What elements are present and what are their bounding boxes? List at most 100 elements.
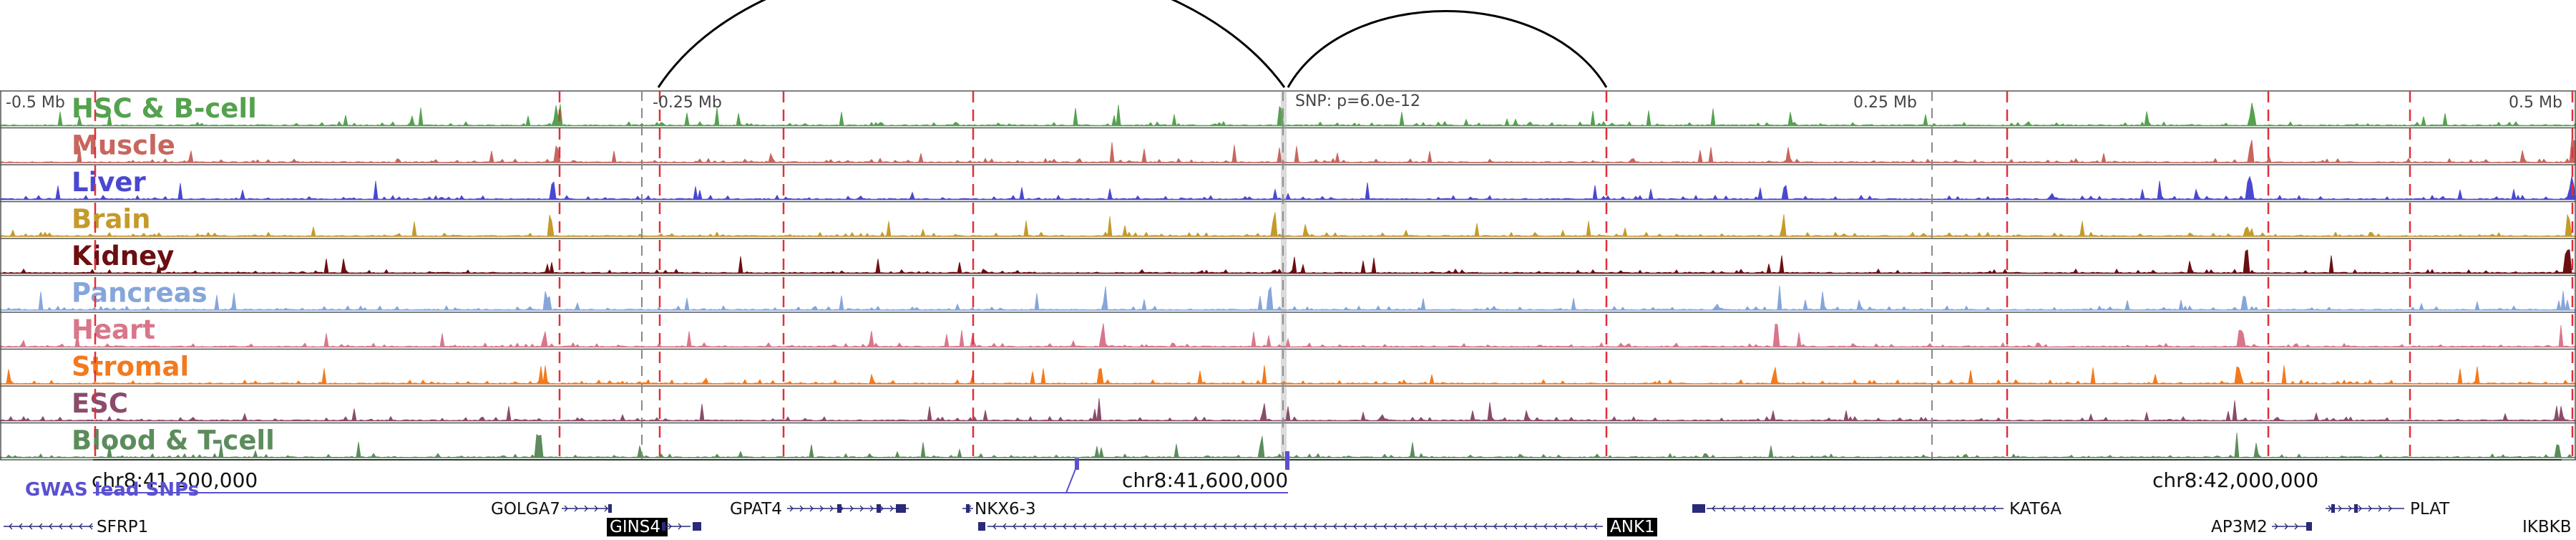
strand-arrow — [1473, 523, 1478, 530]
strand-arrow — [1822, 505, 1826, 512]
strand-arrow — [1233, 523, 1237, 530]
track-label: HSC & B-cell — [72, 93, 257, 124]
strand-arrow — [1423, 523, 1428, 530]
strand-arrow — [1932, 505, 1936, 512]
strand-arrow — [1143, 523, 1147, 530]
strand-arrow — [1203, 523, 1207, 530]
track-9: ESC — [0, 385, 2576, 422]
strand-arrow — [1762, 505, 1766, 512]
strand-arrow — [1363, 523, 1367, 530]
track-label: Heart — [72, 314, 155, 345]
strand-arrow — [1043, 523, 1047, 530]
loop-arc-2 — [1287, 10, 1608, 88]
strand-arrow — [89, 523, 93, 530]
track-6: Pancreas — [0, 274, 2576, 311]
snp-highlight-band — [1281, 91, 1287, 460]
strand-arrow — [1323, 523, 1327, 530]
gene-label: GPAT4 — [730, 500, 782, 519]
strand-arrow — [1063, 523, 1067, 530]
strand-arrow — [1253, 523, 1257, 530]
strand-arrow — [1163, 523, 1167, 530]
strand-arrow — [1902, 505, 1906, 512]
strand-arrow — [29, 523, 33, 530]
strand-arrow — [889, 505, 894, 512]
strand-arrow — [49, 523, 53, 530]
strand-arrow — [1882, 505, 1886, 512]
strand-arrow — [1083, 523, 1087, 530]
strand-arrow — [1263, 523, 1267, 530]
track-signal — [0, 175, 2576, 201]
tracks-panel: HSC & B-cell Muscle Liver Brain Kidney Pancre… — [0, 90, 2576, 461]
strand-arrow — [69, 523, 73, 530]
strand-arrow — [1503, 523, 1508, 530]
strand-arrow — [79, 523, 83, 530]
strand-arrow — [1842, 505, 1846, 512]
track-label: Stromal — [72, 352, 189, 382]
gwas-snp-marker-2 — [1285, 451, 1289, 470]
gene-label: IKBKB — [2522, 518, 2572, 536]
gwas-snp-pointer — [1065, 465, 1078, 493]
strand-arrow — [1353, 523, 1357, 530]
track-8: Stromal — [0, 348, 2576, 385]
gene-label: NKX6-3 — [975, 500, 1036, 519]
track-signal — [0, 249, 2576, 274]
exon — [877, 504, 881, 513]
strand-arrow — [1273, 523, 1277, 530]
strand-arrow — [564, 505, 568, 512]
track-signal — [0, 212, 2576, 237]
strand-arrow — [1303, 523, 1307, 530]
loop-arc-1 — [657, 0, 1286, 88]
gene-label: GOLGA7 — [491, 500, 560, 519]
strand-arrow — [604, 505, 608, 512]
strand-arrow — [1792, 505, 1796, 512]
track-2: Muscle — [0, 127, 2576, 163]
strand-arrow — [594, 505, 598, 512]
scale-label-neg-0.25: -0.25 Mb — [653, 94, 722, 112]
strand-arrow — [19, 523, 23, 530]
strand-arrow — [1223, 523, 1227, 530]
strand-arrow — [1872, 505, 1876, 512]
strand-arrow — [879, 505, 884, 512]
scale-label-neg-0.5: -0.5 Mb — [6, 94, 65, 112]
strand-arrow — [1113, 523, 1117, 530]
gene-label: GINS4 — [610, 518, 660, 536]
chromatin-loop-arcs — [657, 0, 1608, 88]
strand-arrow — [1173, 523, 1177, 530]
strand-arrow — [1802, 505, 1806, 512]
strand-arrow — [1153, 523, 1157, 530]
exon — [896, 504, 906, 513]
exon — [608, 504, 612, 513]
strand-arrow — [1283, 523, 1287, 530]
strand-arrow — [1133, 523, 1137, 530]
track-signal — [0, 138, 2576, 163]
strand-arrow — [1243, 523, 1247, 530]
gene-label: ANK1 — [1610, 518, 1655, 536]
exon — [693, 522, 701, 531]
scale-bar: -0.5 Mb -0.25 Mb SNP: p=6.0e-12 0.25 Mb … — [6, 92, 2562, 112]
strand-arrow — [2378, 505, 2382, 512]
strand-arrow — [574, 505, 578, 512]
highlight-lines — [94, 91, 2574, 460]
strand-arrow — [1373, 523, 1377, 530]
strand-arrow — [1183, 523, 1187, 530]
coordinate-axis: chr8:41,200,000 chr8:41,600,000 chr8:42,… — [92, 459, 2562, 492]
strand-arrow — [1453, 523, 1458, 530]
track-signal — [0, 365, 2576, 385]
coord-tick-2: chr8:41,600,000 — [1122, 468, 1288, 492]
track-label: Liver — [72, 167, 146, 198]
scale-label-0.5: 0.5 Mb — [2509, 94, 2562, 112]
track-signal — [0, 323, 2576, 347]
strand-arrow — [1523, 523, 1528, 530]
strand-arrow — [1832, 505, 1836, 512]
snp-label: SNP: p=6.0e-12 — [1295, 92, 1420, 110]
track-signal — [0, 285, 2576, 311]
coord-tick-1: chr8:41,200,000 — [92, 468, 258, 492]
track-label: Kidney — [72, 241, 174, 271]
strand-arrow — [849, 505, 854, 512]
strand-arrow — [1383, 523, 1387, 530]
track-signal — [0, 102, 2576, 127]
track-5: Kidney — [0, 238, 2576, 274]
track-signal — [0, 397, 2576, 422]
strand-arrow — [1594, 523, 1598, 530]
